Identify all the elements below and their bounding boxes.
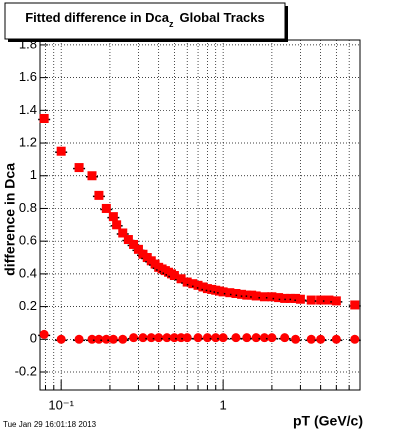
marker [291,334,301,344]
marker [146,333,156,343]
marker [118,228,128,238]
marker [291,293,301,303]
marker [316,295,326,305]
marker [350,300,360,310]
y-tick-label: 0.8 [19,200,37,215]
marker [101,334,111,344]
title-subscript: z [169,19,174,29]
marker [39,329,49,339]
y-tick-label: 1.2 [19,134,37,149]
x-axis-label: pT (GeV/c) [293,413,363,429]
marker [259,292,269,302]
marker [331,296,341,306]
marker [306,295,316,305]
marker [101,203,111,213]
marker [306,334,316,344]
marker [74,163,84,173]
marker [56,334,66,344]
chart-title: Fitted difference in Dcaz Global Tracks [25,10,265,29]
marker [242,333,252,343]
marker [74,334,84,344]
marker [251,291,261,301]
timestamp: Tue Jan 29 16:01:18 2013 [3,420,97,429]
y-tick-label: 0.6 [19,233,37,248]
marker [231,289,241,299]
marker [247,290,257,300]
marker [129,239,139,249]
y-axis-label: difference in Dca [2,163,18,276]
marker [280,333,290,343]
marker [56,146,66,156]
marker [108,212,118,222]
marker [211,333,221,343]
marker [138,333,148,343]
marker [225,288,235,298]
marker [94,334,104,344]
title-box [4,2,286,40]
marker [108,334,118,344]
marker [169,271,179,281]
marker [193,280,203,290]
marker [218,287,228,297]
marker [295,294,305,304]
x-tick-label: 10⁻¹ [48,397,74,412]
marker [123,235,133,245]
marker [94,190,104,200]
y-tick-label: 1 [30,167,37,182]
marker [193,333,203,343]
marker [162,333,172,343]
marker [251,333,261,343]
marker [133,244,143,254]
plot-frame [39,39,361,391]
title-main: Fitted difference in Dca [25,10,170,25]
y-tick-label: 1.6 [19,69,37,84]
marker [331,334,341,344]
x-tick-label: 1 [220,397,227,412]
marker [198,282,208,292]
marker [129,333,139,343]
marker [154,333,164,343]
y-tick-label: 0 [30,331,37,346]
marker [285,293,295,303]
marker [242,290,252,300]
y-tick-label: 0.2 [19,298,37,313]
marker [237,289,247,299]
marker [267,292,277,302]
marker [182,277,192,287]
marker [231,333,241,343]
marker [188,279,198,289]
marker [350,334,360,344]
marker [118,334,128,344]
marker [176,274,186,284]
marker [202,333,212,343]
marker [169,333,179,343]
y-tick-label: 1.4 [19,102,37,117]
marker [112,220,122,230]
marker [267,333,277,343]
marker [87,171,97,181]
marker [259,333,269,343]
marker [274,293,284,303]
marker [280,293,290,303]
marker [218,333,228,343]
marker [182,333,192,343]
marker [316,334,326,344]
title-suffix: Global Tracks [179,10,264,25]
marker [39,114,49,124]
y-tick-label: -0.2 [15,363,37,378]
y-tick-label: 0.4 [19,265,37,280]
marker [324,295,334,305]
marker [87,334,97,344]
